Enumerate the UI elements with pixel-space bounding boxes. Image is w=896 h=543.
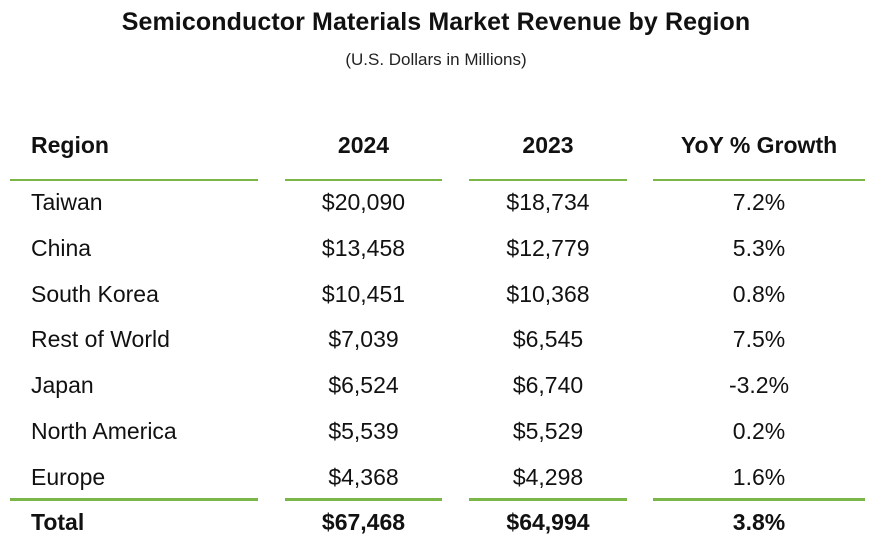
total-2024: $67,468	[321, 509, 406, 535]
cell-2024: $20,090	[321, 189, 406, 215]
chart-subtitle: (U.S. Dollars in Millions)	[345, 50, 527, 69]
total-2023: $64,994	[506, 509, 590, 535]
header-2024: 2024	[337, 132, 390, 158]
cell-region: Taiwan	[31, 189, 103, 215]
cell-2023: $12,779	[506, 234, 590, 261]
chart-title: Semiconductor Materials Market Revenue b…	[121, 8, 751, 36]
cell-2024: $7,039	[328, 326, 399, 353]
total-yoy-growth: 3.8%	[732, 509, 786, 535]
cell-2024: $4,368	[328, 463, 399, 490]
cell-yoy-growth: 1.6%	[732, 463, 786, 490]
cell-region: Europe	[31, 463, 106, 490]
cell-2024: $10,451	[321, 280, 406, 307]
total-rule-region	[10, 498, 258, 501]
cell-2023: $18,734	[506, 189, 590, 215]
cell-yoy-growth: 7.2%	[732, 189, 786, 215]
cell-2023: $6,545	[512, 326, 584, 353]
cell-2024: $5,539	[328, 418, 399, 444]
header-rule-yoy	[653, 179, 865, 181]
header-2023: 2023	[522, 132, 574, 158]
cell-region: Japan	[31, 372, 94, 399]
total-rule-2024	[285, 498, 442, 501]
cell-region: South Korea	[31, 280, 159, 307]
cell-region: China	[31, 234, 92, 261]
cell-2024: $6,524	[328, 372, 399, 399]
cell-region: Rest of World	[31, 326, 170, 353]
cell-2023: $10,368	[506, 280, 590, 307]
total-rule-yoy	[653, 498, 865, 501]
cell-2023: $5,529	[512, 418, 584, 444]
header-yoy-growth: YoY % Growth	[680, 132, 838, 158]
cell-2023: $4,298	[512, 463, 584, 490]
cell-yoy-growth: 0.8%	[732, 280, 786, 307]
cell-2023: $6,740	[512, 372, 584, 399]
cell-yoy-growth: -3.2%	[728, 372, 790, 399]
cell-region: North America	[31, 418, 177, 444]
cell-yoy-growth: 0.2%	[732, 418, 786, 444]
header-rule-2023	[469, 179, 627, 181]
cell-2024: $13,458	[321, 234, 406, 261]
total-rule-2023	[469, 498, 627, 501]
cell-yoy-growth: 5.3%	[732, 234, 786, 261]
header-rule-region	[10, 179, 258, 181]
header-region: Region	[31, 132, 109, 158]
cell-yoy-growth: 7.5%	[732, 326, 786, 353]
total-label: Total	[31, 509, 85, 535]
header-rule-2024	[285, 179, 442, 181]
